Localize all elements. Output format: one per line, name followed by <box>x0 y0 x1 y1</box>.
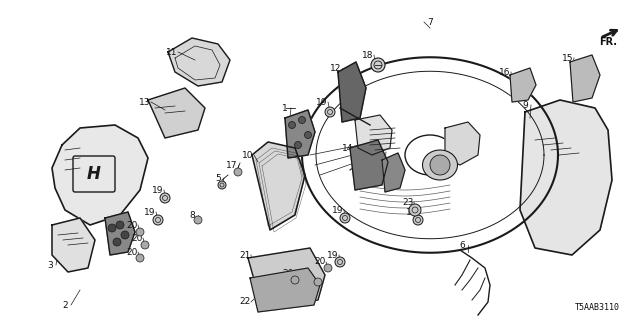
Text: 10: 10 <box>243 150 253 159</box>
Text: 14: 14 <box>342 143 354 153</box>
Circle shape <box>291 276 299 284</box>
Circle shape <box>194 216 202 224</box>
Polygon shape <box>168 38 230 86</box>
Text: 13: 13 <box>140 98 151 107</box>
Polygon shape <box>382 153 405 192</box>
Circle shape <box>289 122 296 129</box>
Polygon shape <box>570 55 600 102</box>
Text: FR.: FR. <box>599 37 617 47</box>
Text: 18: 18 <box>362 51 374 60</box>
Text: 17: 17 <box>227 161 237 170</box>
Circle shape <box>305 132 312 139</box>
Circle shape <box>234 168 242 176</box>
Text: 1: 1 <box>282 103 288 113</box>
Polygon shape <box>52 218 95 272</box>
Text: 22: 22 <box>239 298 251 307</box>
Circle shape <box>314 278 322 286</box>
Circle shape <box>116 221 124 229</box>
Circle shape <box>413 215 423 225</box>
Text: 8: 8 <box>189 211 195 220</box>
Text: 20: 20 <box>126 247 138 257</box>
Circle shape <box>153 215 163 225</box>
Text: 20: 20 <box>282 269 294 278</box>
Text: 20: 20 <box>126 220 138 229</box>
Polygon shape <box>338 62 366 122</box>
Circle shape <box>136 254 144 262</box>
Text: 12: 12 <box>330 63 342 73</box>
Circle shape <box>160 193 170 203</box>
Circle shape <box>371 58 385 72</box>
Circle shape <box>141 241 149 249</box>
Polygon shape <box>510 68 536 102</box>
Text: 20: 20 <box>131 234 143 243</box>
Text: 19: 19 <box>332 205 344 214</box>
Text: 19: 19 <box>316 98 328 107</box>
Polygon shape <box>248 248 325 308</box>
Circle shape <box>409 204 421 216</box>
Text: 4: 4 <box>377 148 383 156</box>
Polygon shape <box>355 115 392 155</box>
Text: 7: 7 <box>427 18 433 27</box>
Circle shape <box>294 141 301 148</box>
Text: 3: 3 <box>47 260 53 269</box>
Text: 19: 19 <box>152 186 164 195</box>
Polygon shape <box>105 212 135 255</box>
Text: 9: 9 <box>522 100 528 109</box>
Text: 6: 6 <box>459 241 465 250</box>
Text: 2: 2 <box>62 300 68 309</box>
Text: T5AAB3110: T5AAB3110 <box>575 303 620 312</box>
Text: 19: 19 <box>406 207 418 217</box>
Circle shape <box>108 224 116 232</box>
Polygon shape <box>148 88 205 138</box>
Polygon shape <box>445 122 480 165</box>
Text: 5: 5 <box>215 173 221 182</box>
Circle shape <box>430 155 450 175</box>
Polygon shape <box>250 268 320 312</box>
Text: 21: 21 <box>239 251 251 260</box>
Polygon shape <box>285 110 315 158</box>
Text: 19: 19 <box>144 207 156 217</box>
Text: H: H <box>87 165 101 183</box>
Polygon shape <box>350 140 388 190</box>
Text: 15: 15 <box>563 53 573 62</box>
Text: 16: 16 <box>499 68 511 76</box>
Ellipse shape <box>422 150 458 180</box>
Text: 11: 11 <box>166 47 178 57</box>
Text: 19: 19 <box>327 251 339 260</box>
Circle shape <box>298 116 305 124</box>
Circle shape <box>325 107 335 117</box>
Polygon shape <box>520 100 612 255</box>
Text: 20: 20 <box>314 258 326 267</box>
Polygon shape <box>52 125 148 225</box>
Circle shape <box>136 228 144 236</box>
Circle shape <box>324 264 332 272</box>
Circle shape <box>113 238 121 246</box>
Circle shape <box>218 181 226 189</box>
Circle shape <box>121 231 129 239</box>
Text: 23: 23 <box>403 197 413 206</box>
Circle shape <box>335 257 345 267</box>
Polygon shape <box>252 142 305 230</box>
Circle shape <box>340 213 350 223</box>
